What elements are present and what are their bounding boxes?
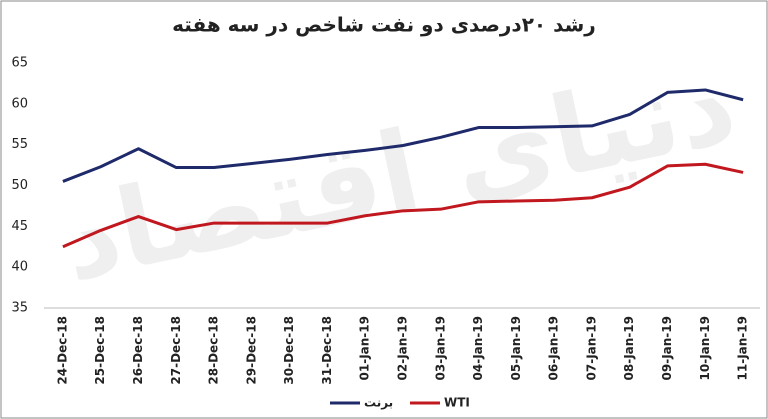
x-tick-label: 28-Dec-18 [207,316,221,385]
legend-label: برنت [364,396,393,410]
x-tick-label: 03-Jan-19 [433,316,447,380]
x-tick-label: 01-Jan-19 [358,316,372,380]
x-tick-label: 08-Jan-19 [622,316,636,380]
x-tick-label: 09-Jan-19 [660,316,674,380]
x-tick-label: 30-Dec-18 [282,316,296,385]
x-tick-label: 04-Jan-19 [471,316,485,380]
x-tick-label: 24-Dec-18 [55,316,69,385]
x-tick-label: 29-Dec-18 [244,316,258,385]
series-line [62,162,744,249]
y-tick-label: 45 [11,219,28,234]
x-tick-label: 27-Dec-18 [169,316,183,385]
y-tick-label: 65 [11,56,28,71]
y-tick-label: 35 [11,301,28,316]
x-tick-label: 25-Dec-18 [93,316,107,385]
y-tick-label: 55 [11,137,28,152]
y-tick-label: 60 [11,96,28,111]
chart-title: رشد ۲۰درصدی دو نفت شاخص در سه هفته [172,13,596,37]
x-tick-label: 11-Jan-19 [736,316,750,380]
x-tick-label: 07-Jan-19 [584,316,598,380]
x-tick-label: 06-Jan-19 [547,316,561,380]
x-tick-label: 31-Dec-18 [320,316,334,385]
x-tick-label: 10-Jan-19 [698,316,712,380]
x-tick-label: 26-Dec-18 [131,316,145,385]
x-tick-label: 05-Jan-19 [509,316,523,380]
y-tick-label: 50 [11,178,28,193]
legend-label: WTI [444,396,470,410]
y-tick-label: 40 [11,260,28,275]
watermark: دنیای اقتصاد [51,39,747,306]
x-tick-label: 02-Jan-19 [396,316,410,380]
series-line [62,88,744,183]
